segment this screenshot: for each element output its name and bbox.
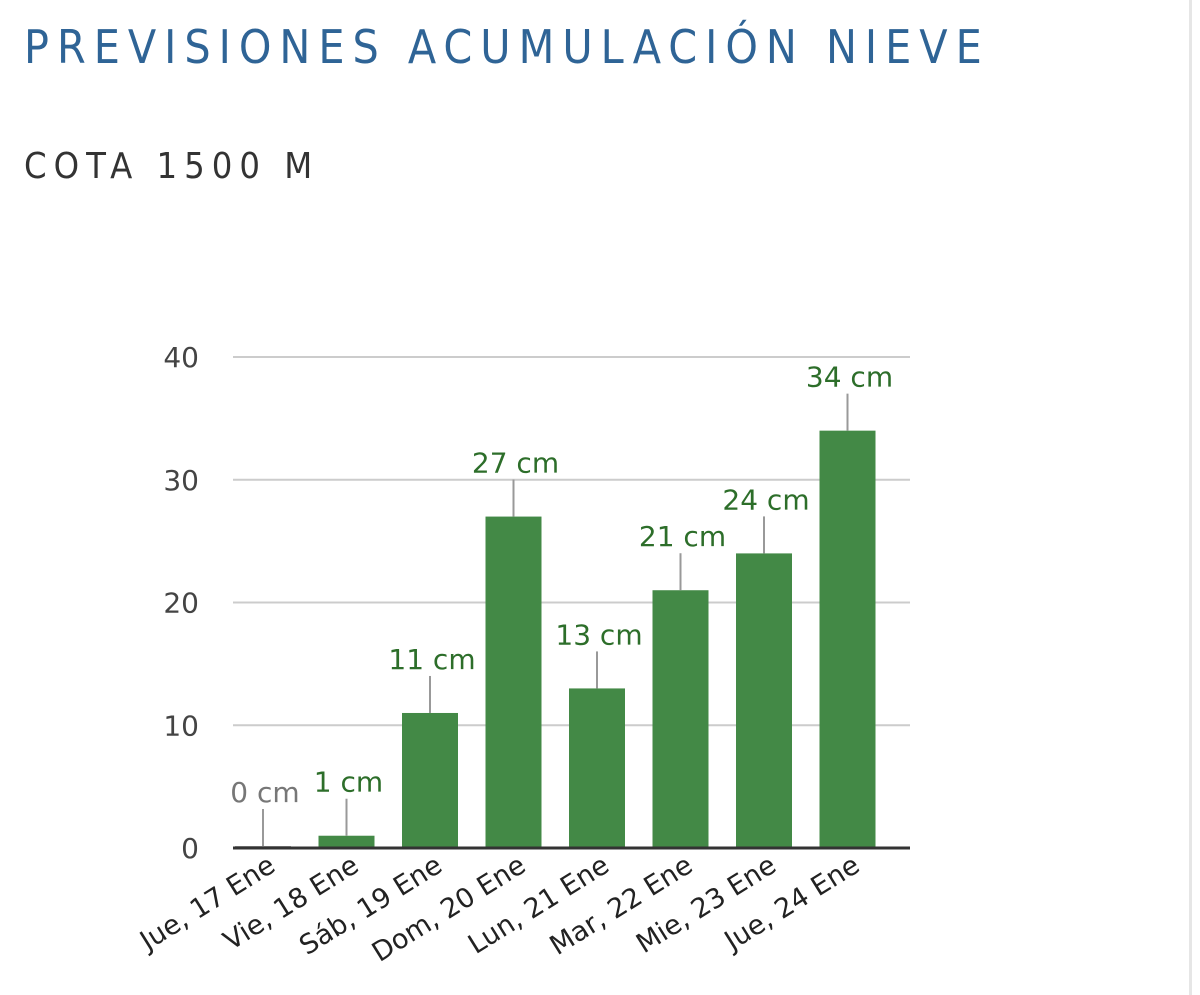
bar	[569, 688, 625, 848]
y-tick-label: 20	[163, 587, 199, 620]
data-label: 34 cm	[806, 361, 893, 394]
data-label: 21 cm	[639, 520, 726, 553]
bar	[318, 835, 375, 848]
y-tick-label: 30	[163, 464, 199, 497]
data-labels: 0 cm 1 cm 11 cm 27 cm 13 cm 21 cm 24 cm 34 cm	[230, 361, 893, 809]
chart-subtitle: COTA 1500 M	[24, 146, 320, 187]
data-label: 0 cm	[230, 776, 299, 809]
bar	[485, 516, 542, 848]
label-leaders	[262, 393, 849, 846]
y-axis-ticks: 0 10 20 30 40	[163, 341, 199, 865]
y-tick-label: 40	[163, 341, 199, 374]
bar	[819, 430, 876, 848]
bars	[235, 430, 876, 848]
bar	[402, 712, 458, 848]
data-label: 11 cm	[388, 643, 475, 676]
y-tick-label: 0	[181, 832, 199, 865]
bar	[652, 590, 709, 848]
gridlines	[233, 356, 910, 727]
page-title: PREVISIONES ACUMULACIÓN NIEVE	[24, 20, 990, 74]
bar	[736, 553, 792, 848]
data-label: 13 cm	[555, 618, 642, 651]
data-label: 27 cm	[472, 447, 559, 480]
y-tick-label: 10	[163, 709, 199, 742]
data-label: 24 cm	[722, 483, 809, 516]
data-label: 1 cm	[314, 766, 383, 799]
